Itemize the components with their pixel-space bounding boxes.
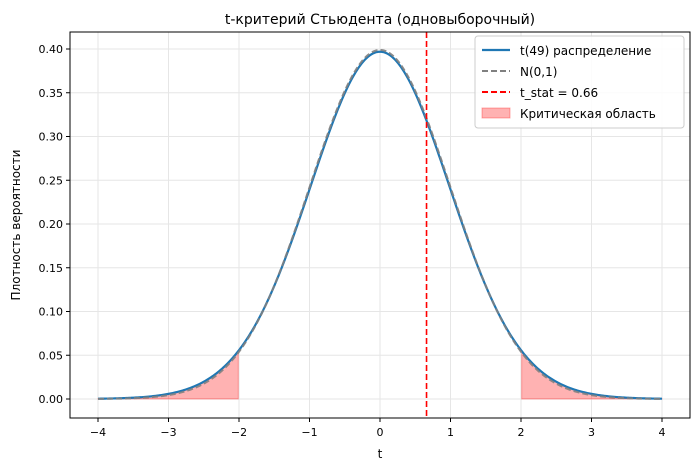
x-tick-label: 3 (588, 426, 595, 439)
x-tick-label: −1 (301, 426, 317, 439)
x-tick-label: 4 (659, 426, 666, 439)
legend-label-critical: Критическая область (520, 107, 656, 121)
y-tick-label: 0.05 (39, 349, 64, 362)
x-tick-label: −4 (90, 426, 106, 439)
y-tick-label: 0.40 (39, 43, 64, 56)
y-tick-label: 0.25 (39, 174, 64, 187)
x-tick-label: 1 (447, 426, 454, 439)
y-tick-label: 0.30 (39, 131, 64, 144)
distribution-curves (97, 32, 663, 418)
grid-lines (70, 32, 690, 418)
x-tick-label: −2 (231, 426, 247, 439)
normal-distribution-curve (97, 48, 663, 400)
y-axis-ticks: 0.00 0.05 0.10 0.15 0.20 0.25 0.30 0.35 0.40 (39, 43, 70, 406)
y-tick-label: 0.20 (39, 218, 64, 231)
legend: t(49) распределение N(0,1) t_stat = 0.66… (474, 35, 685, 129)
y-tick-label: 0.15 (39, 262, 64, 275)
y-tick-label: 0.35 (39, 87, 64, 100)
t-distribution-curve (97, 50, 663, 400)
x-tick-label: −3 (160, 426, 176, 439)
x-axis-ticks: −4 −3 −2 −1 0 1 2 3 4 (90, 418, 666, 439)
chart-title: t-критерий Стьюдента (одновыборочный) (225, 12, 535, 28)
y-axis-label: Плотность вероятности (9, 150, 23, 301)
y-tick-label: 0.00 (39, 393, 64, 406)
legend-label-normal: N(0,1) (520, 65, 557, 79)
y-tick-label: 0.10 (39, 306, 64, 319)
legend-label-t: t(49) распределение (520, 44, 651, 58)
x-tick-label: 2 (518, 426, 525, 439)
legend-box (474, 35, 685, 129)
x-axis-label: t (378, 447, 383, 461)
legend-label-tstat: t_stat = 0.66 (520, 86, 598, 100)
legend-critical-swatch-icon (481, 107, 511, 119)
x-tick-label: 0 (377, 426, 384, 439)
